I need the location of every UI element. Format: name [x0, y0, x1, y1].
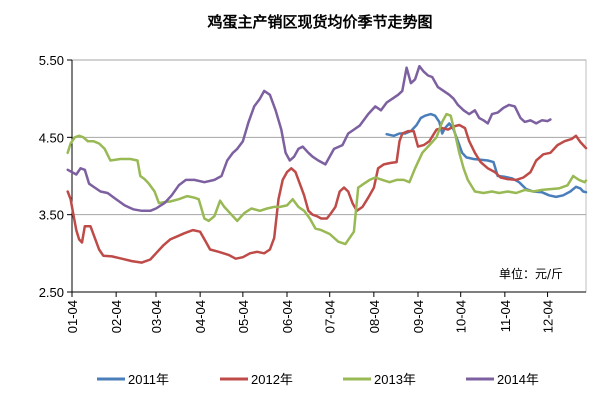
y-tick-label: 4.50	[39, 130, 64, 145]
chart-title: 鸡蛋主产销区现货均价季节走势图	[206, 13, 432, 31]
x-tick-label: 10-04	[454, 300, 469, 333]
y-tick-label: 2.50	[39, 285, 64, 300]
series-line-2014年	[66, 64, 552, 213]
x-tick-label: 09-04	[411, 300, 426, 333]
legend-label: 2012年	[251, 372, 293, 387]
legend-label: 2014年	[497, 372, 539, 387]
axes: 2.50 3.50 4.50 5.50 01-04 02-04 03-04 04-04 05-0…	[39, 53, 586, 333]
x-tick-label: 07-04	[323, 300, 338, 333]
series-lines	[66, 64, 588, 264]
x-tick-label: 06-04	[280, 300, 295, 333]
x-tick-label: 12-04	[541, 300, 556, 333]
y-tick-label: 3.50	[39, 208, 64, 223]
x-tick-label: 08-04	[367, 300, 382, 333]
grid	[71, 59, 587, 293]
legend-label: 2011年	[128, 372, 169, 387]
x-tick-label: 03-04	[149, 300, 164, 333]
unit-label: 单位：元/斤	[499, 266, 563, 281]
x-tick-label: 02-04	[109, 300, 124, 333]
series-line-2011年	[385, 112, 588, 199]
series-line-2013年	[66, 112, 588, 246]
x-tick-label: 11-04	[498, 300, 513, 332]
series-line-2012年	[66, 123, 588, 264]
y-tick-label: 5.50	[39, 53, 64, 68]
legend: 2011年 2012年 2013年 2014年	[97, 372, 539, 387]
x-tick-label: 01-04	[65, 300, 80, 333]
plot-frame	[71, 59, 587, 293]
legend-label: 2013年	[374, 372, 416, 387]
x-tick-label: 04-04	[193, 300, 208, 333]
x-tick-label: 05-04	[236, 300, 251, 333]
